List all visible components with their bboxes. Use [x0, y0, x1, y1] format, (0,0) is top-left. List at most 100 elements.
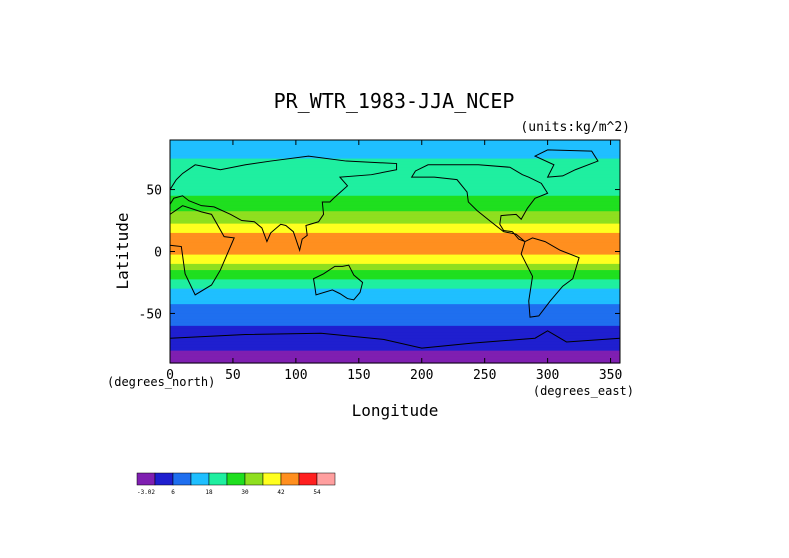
- field-band: [170, 350, 620, 355]
- field-band: [170, 143, 620, 147]
- field-band: [170, 180, 620, 184]
- field-band: [170, 140, 620, 144]
- field-band: [170, 291, 620, 296]
- colorbar-label: 6: [171, 489, 175, 496]
- colorbar-label: -3.02: [137, 489, 155, 496]
- field-band: [170, 310, 620, 315]
- field-band: [170, 201, 620, 206]
- x-tick-label: 100: [284, 368, 307, 383]
- y-axis: -50 0 50: [139, 184, 620, 322]
- x-axis: 0 50 100 150 200 250 300 350: [166, 140, 622, 383]
- field-band: [170, 257, 620, 262]
- europe-asia-outline: [169, 155, 398, 253]
- field-band: [170, 220, 620, 225]
- field-band: [170, 149, 620, 153]
- field-band: [170, 328, 620, 333]
- field-band: [170, 282, 620, 287]
- field-band: [170, 319, 620, 324]
- antarctica-outline: [169, 330, 621, 349]
- colorbar-cell: [208, 472, 228, 486]
- field-band: [170, 356, 620, 361]
- field-band: [170, 273, 620, 277]
- field-band: [170, 251, 620, 256]
- colorbar-cell: [136, 472, 156, 486]
- y-axis-label: Latitude: [113, 212, 132, 289]
- colorbar-cell: [280, 472, 300, 486]
- field-band: [170, 338, 620, 342]
- field-band: [170, 270, 620, 274]
- field-band: [170, 239, 620, 243]
- field-band: [170, 316, 620, 321]
- field-band: [170, 232, 620, 237]
- x-units-note: (degrees_east): [533, 384, 634, 398]
- field-band: [170, 344, 620, 349]
- x-tick-label: 300: [536, 368, 559, 383]
- field-band: [170, 189, 620, 194]
- colorbar-label: 54: [313, 489, 321, 496]
- field-band: [170, 223, 620, 228]
- africa-outline: [169, 205, 235, 296]
- field-band: [170, 294, 620, 299]
- field-band: [170, 152, 620, 157]
- field-band: [170, 177, 620, 181]
- units-note: (units:kg/m^2): [520, 120, 630, 135]
- field-band: [170, 146, 620, 150]
- x-axis-label: Longitude: [352, 401, 439, 420]
- field-band: [170, 301, 620, 305]
- south-america-outline: [520, 237, 580, 318]
- x-tick-label: 200: [410, 368, 433, 383]
- field-band: [170, 285, 620, 290]
- field-band: [170, 353, 620, 358]
- field-band: [170, 192, 620, 197]
- field-band: [170, 335, 620, 339]
- field-band: [170, 198, 620, 203]
- field-band: [170, 325, 620, 330]
- field-band: [170, 170, 620, 175]
- data-field: [170, 140, 620, 364]
- x-tick-label: 250: [473, 368, 496, 383]
- colorbar-cell: [316, 472, 336, 486]
- field-band: [170, 266, 620, 271]
- colorbar-cell: [172, 472, 192, 486]
- field-band: [170, 248, 620, 253]
- colorbar-cell: [244, 472, 264, 486]
- field-band: [170, 279, 620, 284]
- field-band: [170, 297, 620, 302]
- colorbar-cell: [262, 472, 282, 486]
- plot-area: [169, 139, 621, 364]
- australia-outline: [312, 264, 364, 301]
- field-band: [170, 229, 620, 234]
- field-band: [170, 183, 620, 188]
- field-band: [170, 226, 620, 231]
- field-band: [170, 359, 620, 364]
- colorbar-cell: [154, 472, 174, 486]
- x-tick-label: 0: [166, 368, 174, 383]
- field-band: [170, 341, 620, 346]
- field-band: [170, 242, 620, 246]
- coastlines: [169, 149, 621, 349]
- field-band: [170, 322, 620, 327]
- field-band: [170, 214, 620, 219]
- field-band: [170, 195, 620, 200]
- field-band: [170, 347, 620, 352]
- y-tick-label: 50: [146, 184, 162, 199]
- field-band: [170, 155, 620, 160]
- field-band: [170, 307, 620, 311]
- field-band: [170, 254, 620, 259]
- y-tick-label: -50: [139, 307, 162, 322]
- colorbar-cell: [190, 472, 210, 486]
- north-america-outline: [410, 164, 549, 243]
- field-band: [170, 313, 620, 318]
- field-band: [170, 304, 620, 308]
- field-band: [170, 276, 620, 280]
- colorbar-cell: [226, 472, 246, 486]
- field-band: [170, 236, 620, 240]
- field-band: [170, 174, 620, 178]
- field-band: [170, 263, 620, 268]
- colorbar-label: 42: [277, 489, 285, 496]
- field-band: [170, 332, 620, 336]
- field-band: [170, 164, 620, 169]
- x-tick-label: 150: [347, 368, 370, 383]
- field-band: [170, 260, 620, 265]
